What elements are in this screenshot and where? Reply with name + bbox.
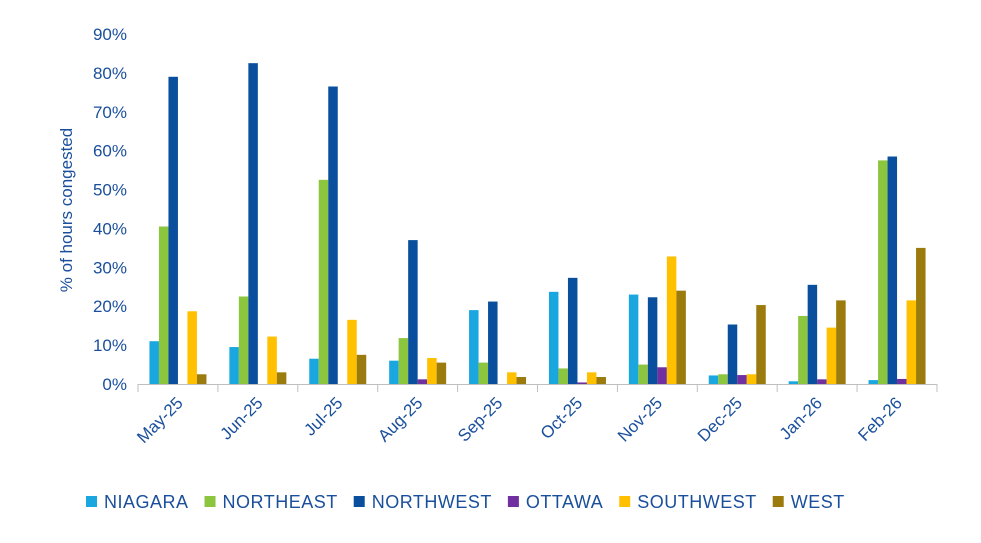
- bar: [718, 374, 728, 384]
- bar: [817, 379, 827, 384]
- legend-swatch: [619, 496, 631, 507]
- legend-label: NIAGARA: [104, 492, 189, 512]
- bar: [657, 367, 667, 384]
- bar: [417, 379, 428, 384]
- bar: [389, 360, 399, 384]
- bar: [628, 294, 639, 384]
- x-tick-label: Oct-25: [537, 393, 587, 443]
- x-tick-label: Jan-26: [776, 393, 826, 443]
- bar: [488, 301, 498, 384]
- bar: [558, 368, 568, 384]
- bar: [267, 336, 277, 384]
- y-tick-label: 60%: [93, 142, 127, 161]
- bar: [807, 284, 818, 384]
- y-tick-label: 50%: [93, 181, 127, 200]
- y-tick-label: 40%: [93, 219, 127, 238]
- bar: [347, 319, 357, 384]
- bar: [836, 300, 846, 384]
- legend-label: WEST: [791, 492, 845, 512]
- legend-label: NORTHEAST: [223, 492, 338, 512]
- y-axis-ticks: 0% 10% 20% 30% 40% 50% 60% 70% 80% 90%: [93, 25, 127, 394]
- y-axis-title: % of hours congested: [57, 128, 76, 292]
- y-tick-label: 30%: [93, 258, 127, 277]
- bar: [746, 374, 757, 384]
- bar: [868, 380, 879, 384]
- bar: [788, 381, 799, 384]
- legend-label: SOUTHWEST: [637, 492, 757, 512]
- y-tick-label: 90%: [93, 25, 127, 44]
- bar: [798, 315, 808, 384]
- x-axis-labels: May-25 Jun-25 Jul-25 Aug-25 Sep-25 Oct-25 Nov-…: [133, 393, 906, 447]
- bar: [196, 374, 207, 384]
- bar: [737, 375, 747, 384]
- legend-swatch: [204, 496, 216, 507]
- x-tick-label: Dec-25: [694, 393, 746, 445]
- bar: [666, 256, 677, 384]
- bar: [309, 358, 319, 384]
- bar: [727, 324, 738, 384]
- bar: [149, 341, 159, 384]
- x-tick-label: Jul-25: [300, 393, 346, 439]
- legend-swatch: [507, 496, 519, 507]
- y-tick-label: 70%: [93, 103, 127, 122]
- bar: [158, 226, 169, 384]
- legend-label: NORTHWEST: [372, 492, 492, 512]
- bar: [328, 86, 338, 384]
- bar: [318, 179, 329, 384]
- x-tick-label: Jun-25: [216, 393, 266, 443]
- bar: [708, 375, 719, 384]
- bar: [356, 354, 367, 384]
- bar: [276, 372, 287, 384]
- bar: [478, 362, 489, 384]
- bar: [408, 240, 418, 384]
- bar: [647, 297, 658, 384]
- bar: [436, 362, 447, 384]
- bar: [187, 311, 197, 384]
- bar: [398, 338, 409, 384]
- x-tick-label: Feb-26: [854, 393, 906, 445]
- x-axis-category-ticks: [137, 384, 938, 392]
- bar: [577, 382, 587, 384]
- bar: [507, 372, 517, 384]
- bar: [638, 364, 648, 384]
- y-tick-label: 80%: [93, 64, 127, 83]
- bar: [887, 156, 898, 384]
- bar: [878, 160, 888, 384]
- legend-swatch: [772, 496, 784, 507]
- bar: [238, 296, 249, 384]
- bar: [427, 357, 437, 384]
- legend: NIAGARA NORTHEAST NORTHWEST OTTAWA SOUTHWEST…: [86, 492, 845, 512]
- bar: [567, 277, 578, 384]
- bars: [149, 63, 926, 385]
- x-tick-label: Nov-25: [614, 393, 666, 445]
- bar: [897, 378, 907, 384]
- bar: [469, 310, 479, 384]
- bar: [548, 291, 559, 384]
- y-tick-label: 20%: [93, 297, 127, 316]
- legend-swatch: [86, 496, 97, 507]
- bar: [586, 372, 597, 384]
- bar: [676, 290, 686, 384]
- bar: [826, 327, 837, 384]
- y-tick-label: 0%: [102, 375, 127, 394]
- y-tick-label: 10%: [93, 336, 127, 355]
- x-tick-label: Sep-25: [454, 393, 506, 445]
- x-tick-label: May-25: [133, 393, 187, 447]
- x-tick-label: Aug-25: [374, 393, 426, 445]
- bar: [906, 300, 917, 384]
- bar: [756, 305, 766, 384]
- legend-label: OTTAWA: [526, 492, 603, 512]
- bar: [229, 347, 239, 384]
- bar: [916, 247, 926, 384]
- bar: [596, 377, 606, 384]
- bar: [248, 63, 258, 385]
- bar: [516, 377, 527, 384]
- bar: [168, 76, 178, 385]
- legend-swatch: [353, 496, 365, 507]
